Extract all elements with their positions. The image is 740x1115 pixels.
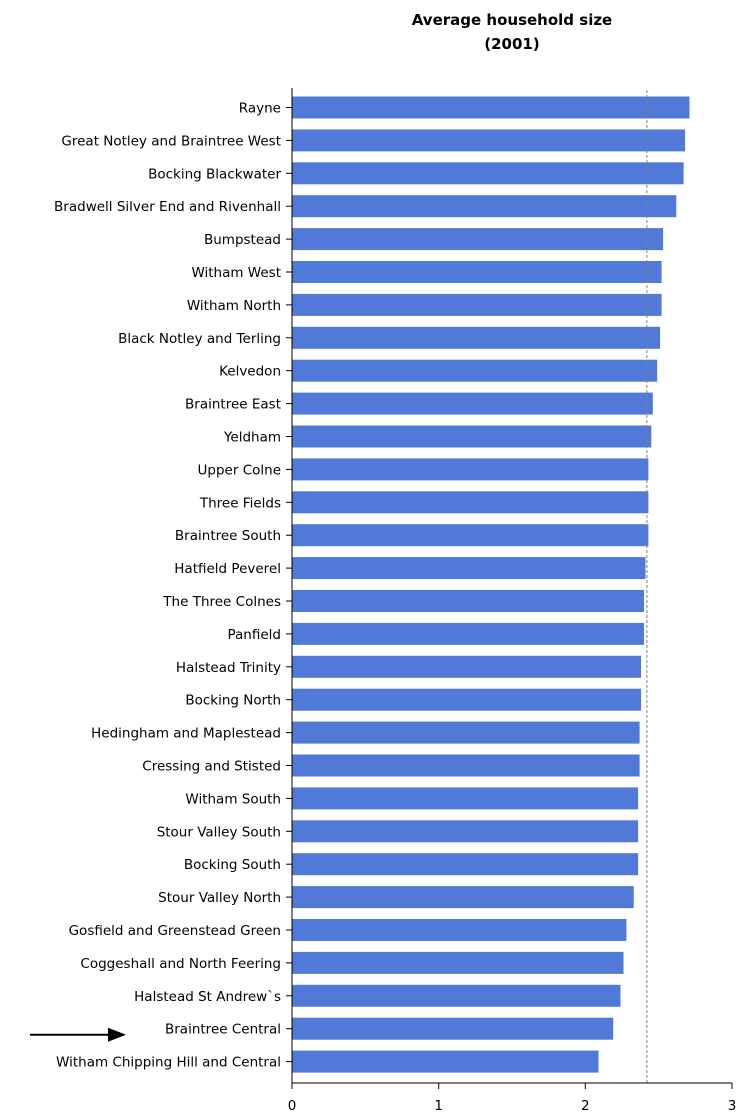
category-label-bradwell-silver-end-and-rivenhall: Bradwell Silver End and Rivenhall: [54, 199, 281, 215]
category-label-halstead-st-andrew-s: Halstead St Andrew`s: [134, 989, 281, 1005]
category-label-braintree-central: Braintree Central: [165, 1022, 281, 1038]
category-labels: Rayne Great Notley and Braintree West Bock…: [54, 101, 281, 1071]
category-label-braintree-south: Braintree South: [175, 528, 281, 544]
bar-the-three-colnes: [292, 590, 644, 612]
bar-cressing-and-stisted: [292, 754, 640, 777]
category-label-bumpstead: Bumpstead: [204, 232, 281, 248]
x-tick-label-1: 1: [434, 1098, 443, 1114]
x-tick-label-3: 3: [728, 1098, 737, 1114]
highlight-marker: [30, 1027, 126, 1042]
category-label-three-fields: Three Fields: [199, 495, 281, 511]
arrow-head: [108, 1027, 126, 1042]
bar-rayne: [292, 96, 690, 119]
bar-hatfield-peverel: [292, 557, 646, 580]
bar-panfield: [292, 622, 644, 645]
bar-stour-valley-south: [292, 820, 639, 843]
category-label-bocking-blackwater: Bocking Blackwater: [148, 166, 281, 182]
chart-title-line-1: Average household size: [412, 11, 613, 29]
category-label-rayne: Rayne: [239, 101, 281, 117]
bar-gosfield-and-greenstead-green: [292, 919, 627, 941]
category-label-bocking-north: Bocking North: [185, 693, 281, 709]
bar-bumpstead: [292, 228, 664, 251]
bar-bocking-south: [292, 853, 639, 876]
bar-upper-colne: [292, 458, 649, 481]
bar-braintree-south: [292, 524, 649, 547]
bar-hedingham-and-maplestead: [292, 721, 640, 744]
bar-witham-north: [292, 293, 662, 316]
bar-bocking-blackwater: [292, 162, 684, 185]
chart-title: Average household size (2001): [412, 11, 613, 53]
category-label-witham-chipping-hill-and-central: Witham Chipping Hill and Central: [56, 1055, 281, 1071]
category-label-the-three-colnes: The Three Colnes: [162, 594, 281, 610]
bar-kelvedon: [292, 359, 658, 382]
bar-great-notley-and-braintree-west: [292, 129, 686, 152]
bar-witham-south: [292, 787, 639, 810]
bar-yeldham: [292, 425, 652, 448]
category-label-stour-valley-south: Stour Valley South: [157, 824, 281, 840]
bar-braintree-east: [292, 392, 653, 415]
category-label-witham-south: Witham South: [185, 791, 281, 807]
x-tick-label-2: 2: [581, 1098, 590, 1114]
category-label-witham-north: Witham North: [187, 298, 281, 314]
category-label-braintree-east: Braintree East: [185, 397, 281, 413]
bar-stour-valley-north: [292, 886, 634, 909]
category-label-bocking-south: Bocking South: [184, 857, 281, 873]
category-label-hatfield-peverel: Hatfield Peverel: [174, 561, 281, 577]
category-label-gosfield-and-greenstead-green: Gosfield and Greenstead Green: [69, 923, 281, 939]
category-label-upper-colne: Upper Colne: [198, 462, 281, 478]
category-label-coggeshall-and-north-feering: Coggeshall and North Feering: [80, 956, 281, 972]
bar-halstead-st-andrew-s: [292, 984, 621, 1007]
bar-coggeshall-and-north-feering: [292, 951, 624, 974]
bar-braintree-central: [292, 1017, 614, 1040]
category-label-yeldham: Yeldham: [223, 430, 281, 446]
bar-three-fields: [292, 491, 649, 514]
bar-halstead-trinity: [292, 655, 642, 678]
x-tick-label-0: 0: [288, 1098, 297, 1114]
bar-bocking-north: [292, 688, 642, 711]
arrow-icon: [30, 1027, 126, 1042]
category-label-kelvedon: Kelvedon: [219, 364, 281, 380]
bars: [292, 96, 690, 1073]
bar-black-notley-and-terling: [292, 326, 661, 349]
category-label-hedingham-and-maplestead: Hedingham and Maplestead: [91, 726, 281, 742]
category-label-black-notley-and-terling: Black Notley and Terling: [118, 331, 281, 347]
category-label-panfield: Panfield: [228, 627, 282, 643]
x-axis: 0 1 2 3: [286, 88, 736, 1114]
category-label-stour-valley-north: Stour Valley North: [158, 890, 281, 906]
chart-title-line-2: (2001): [484, 35, 539, 53]
category-label-great-notley-and-braintree-west: Great Notley and Braintree West: [61, 133, 281, 149]
bar-witham-chipping-hill-and-central: [292, 1050, 599, 1073]
bar-witham-west: [292, 261, 662, 283]
category-label-halstead-trinity: Halstead Trinity: [176, 660, 281, 676]
bar-bradwell-silver-end-and-rivenhall: [292, 195, 677, 218]
category-label-cressing-and-stisted: Cressing and Stisted: [142, 759, 281, 775]
category-label-witham-west: Witham West: [191, 265, 281, 281]
